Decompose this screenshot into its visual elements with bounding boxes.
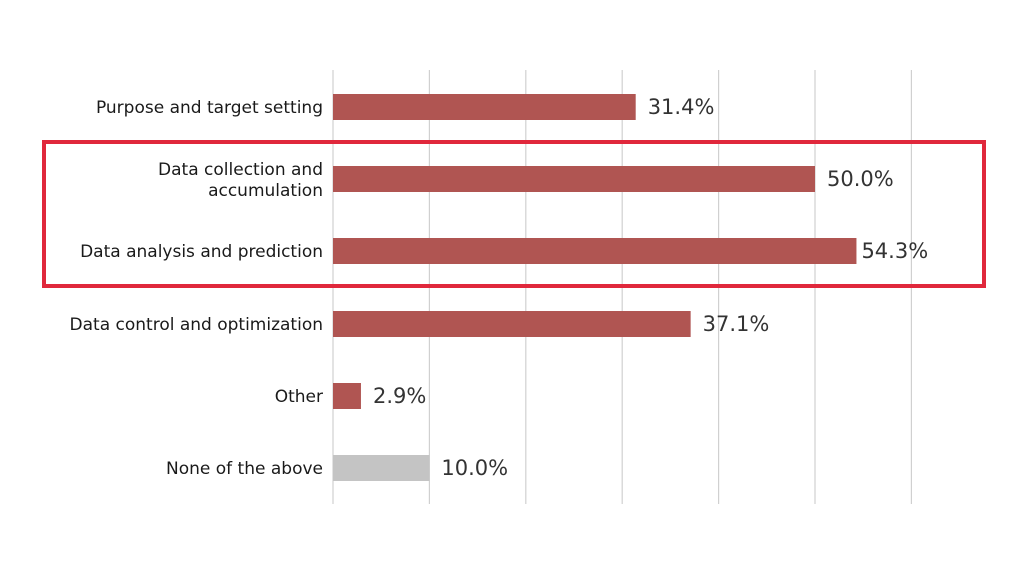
value-label: 54.3% <box>861 239 928 263</box>
bar <box>333 383 361 409</box>
bar <box>333 311 691 337</box>
category-label: None of the above <box>166 459 323 479</box>
category-label: Purpose and target setting <box>96 98 323 118</box>
highlight-layer <box>42 140 986 288</box>
bar <box>333 94 636 120</box>
value-label: 37.1% <box>703 312 770 336</box>
value-label: 50.0% <box>827 167 894 191</box>
highlight-box <box>42 140 986 288</box>
label-layer: Purpose and target setting 31.4% Data coll… <box>70 95 929 480</box>
category-label: Other <box>275 387 323 407</box>
category-label: Data analysis and prediction <box>80 242 323 262</box>
category-label: Data collection and accumulation <box>158 160 323 201</box>
bar-layer <box>333 94 857 481</box>
value-label: 2.9% <box>373 384 426 408</box>
value-label: 31.4% <box>648 95 715 119</box>
category-label: Data control and optimization <box>70 315 323 335</box>
value-label: 10.0% <box>441 456 508 480</box>
bar <box>333 455 430 481</box>
bar <box>333 238 857 264</box>
bar <box>333 166 815 192</box>
